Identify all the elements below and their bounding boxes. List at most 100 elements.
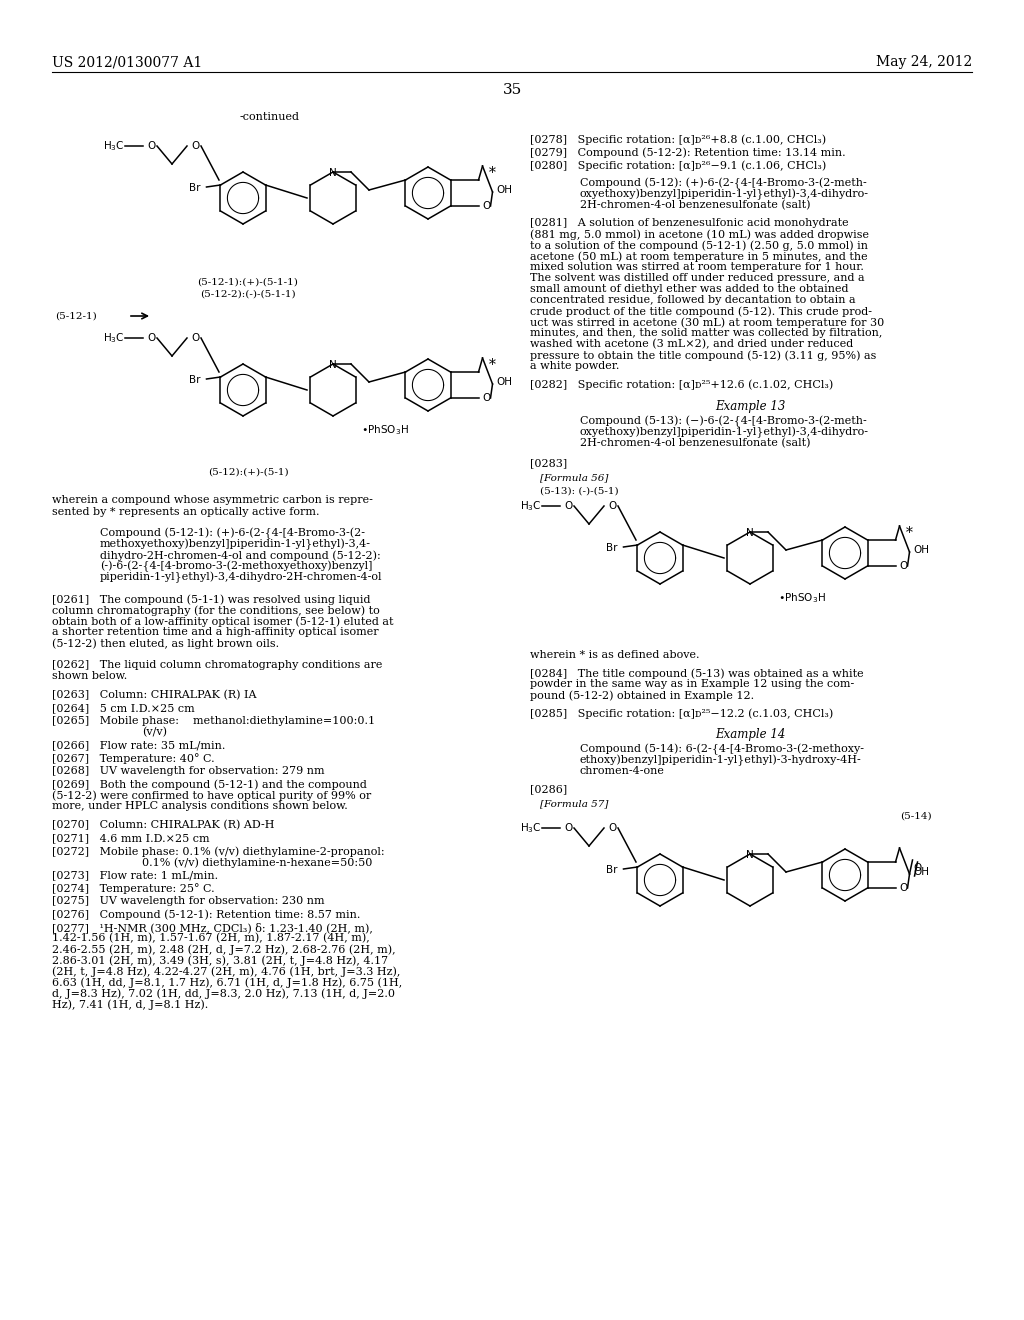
Text: O: O [191,141,200,150]
Text: [0261]   The compound (5-1-1) was resolved using liquid: [0261] The compound (5-1-1) was resolved… [52,594,371,605]
Text: (5-12-1): (5-12-1) [55,312,96,321]
Text: (881 mg, 5.0 mmol) in acetone (10 mL) was added dropwise: (881 mg, 5.0 mmol) in acetone (10 mL) wa… [530,228,869,239]
Text: Compound (5-12-1): (+)-6-(2-{4-[4-Bromo-3-(2-: Compound (5-12-1): (+)-6-(2-{4-[4-Bromo-… [100,528,365,540]
Text: shown below.: shown below. [52,671,127,681]
Text: [0272]   Mobile phase: 0.1% (v/v) diethylamine-2-propanol:: [0272] Mobile phase: 0.1% (v/v) diethyla… [52,846,385,857]
Text: pressure to obtain the title compound (5-12) (3.11 g, 95%) as: pressure to obtain the title compound (5… [530,350,877,360]
Text: Br: Br [189,183,201,193]
Text: O: O [564,822,572,833]
Text: *: * [905,525,912,540]
Text: Br: Br [606,543,617,553]
Text: [Formula 56]: [Formula 56] [540,473,608,482]
Text: (2H, t, J=4.8 Hz), 4.22-4.27 (2H, m), 4.76 (1H, brt, J=3.3 Hz),: (2H, t, J=4.8 Hz), 4.22-4.27 (2H, m), 4.… [52,966,400,977]
Text: [0277]   ¹H-NMR (300 MHz, CDCl₃) δ: 1.23-1.40 (2H, m),: [0277] ¹H-NMR (300 MHz, CDCl₃) δ: 1.23-1… [52,921,373,933]
Text: wherein a compound whose asymmetric carbon is repre-: wherein a compound whose asymmetric carb… [52,495,373,506]
Text: (5-12):(+)-(5-1): (5-12):(+)-(5-1) [208,469,289,477]
Text: Hz), 7.41 (1H, d, J=8.1 Hz).: Hz), 7.41 (1H, d, J=8.1 Hz). [52,999,208,1010]
Text: (5-12-1):(+)-(5-1-1): (5-12-1):(+)-(5-1-1) [198,279,298,286]
Text: [0278]   Specific rotation: [α]ᴅ²⁶+8.8 (c.1.00, CHCl₃): [0278] Specific rotation: [α]ᴅ²⁶+8.8 (c.… [530,135,826,145]
Text: 35: 35 [503,83,521,96]
Text: OH: OH [913,545,930,554]
Text: Compound (5-13): (−)-6-(2-{4-[4-Bromo-3-(2-meth-: Compound (5-13): (−)-6-(2-{4-[4-Bromo-3-… [580,416,866,428]
Text: to a solution of the compound (5-12-1) (2.50 g, 5.0 mmol) in: to a solution of the compound (5-12-1) (… [530,240,868,251]
Text: oxyethoxy)benzyl]piperidin-1-yl}ethyl)-3,4-dihydro-: oxyethoxy)benzyl]piperidin-1-yl}ethyl)-3… [580,189,869,201]
Text: OH: OH [497,185,513,195]
Text: [0276]   Compound (5-12-1): Retention time: 8.57 min.: [0276] Compound (5-12-1): Retention time… [52,909,360,920]
Text: [0264]   5 cm I.D.×25 cm: [0264] 5 cm I.D.×25 cm [52,704,195,713]
Text: d, J=8.3 Hz), 7.02 (1H, dd, J=8.3, 2.0 Hz), 7.13 (1H, d, J=2.0: d, J=8.3 Hz), 7.02 (1H, dd, J=8.3, 2.0 H… [52,987,395,998]
Text: O: O [564,502,572,511]
Text: Compound (5-14): 6-(2-{4-[4-Bromo-3-(2-methoxy-: Compound (5-14): 6-(2-{4-[4-Bromo-3-(2-m… [580,744,864,755]
Text: (5-13): (-)-(5-1): (5-13): (-)-(5-1) [540,487,618,496]
Text: (5-14): (5-14) [900,812,932,821]
Text: 2.86-3.01 (2H, m), 3.49 (3H, s), 3.81 (2H, t, J=4.8 Hz), 4.17: 2.86-3.01 (2H, m), 3.49 (3H, s), 3.81 (2… [52,954,388,965]
Text: a white powder.: a white powder. [530,360,620,371]
Text: O: O [147,333,156,343]
Text: *: * [488,166,496,180]
Text: O: O [913,863,922,873]
Text: O: O [147,141,156,150]
Text: The solvent was distilled off under reduced pressure, and a: The solvent was distilled off under redu… [530,273,864,282]
Text: [0271]   4.6 mm I.D.×25 cm: [0271] 4.6 mm I.D.×25 cm [52,833,210,843]
Text: washed with acetone (3 mL×2), and dried under reduced: washed with acetone (3 mL×2), and dried … [530,339,853,350]
Text: [0275]   UV wavelength for observation: 230 nm: [0275] UV wavelength for observation: 23… [52,896,325,906]
Text: May 24, 2012: May 24, 2012 [876,55,972,69]
Text: [0262]   The liquid column chromatography conditions are: [0262] The liquid column chromatography … [52,660,382,671]
Text: ethoxy)benzyl]piperidin-1-yl}ethyl)-3-hydroxy-4H-: ethoxy)benzyl]piperidin-1-yl}ethyl)-3-hy… [580,755,862,767]
Text: US 2012/0130077 A1: US 2012/0130077 A1 [52,55,203,69]
Text: methoxyethoxy)benzyl]piperidin-1-yl}ethyl)-3,4-: methoxyethoxy)benzyl]piperidin-1-yl}ethy… [100,539,371,550]
Text: [0283]: [0283] [530,458,567,469]
Text: chromen-4-one: chromen-4-one [580,766,665,776]
Text: 2H-chromen-4-ol benzenesulfonate (salt): 2H-chromen-4-ol benzenesulfonate (salt) [580,438,811,449]
Text: Example 13: Example 13 [715,400,785,413]
Text: (5-12-2) then eluted, as light brown oils.: (5-12-2) then eluted, as light brown oil… [52,638,280,648]
Text: sented by * represents an optically active form.: sented by * represents an optically acti… [52,507,319,517]
Text: [0267]   Temperature: 40° C.: [0267] Temperature: 40° C. [52,752,215,764]
Text: O: O [899,883,907,894]
Text: minutes, and then, the solid matter was collected by filtration,: minutes, and then, the solid matter was … [530,327,883,338]
Text: obtain both of a low-affinity optical isomer (5-12-1) eluted at: obtain both of a low-affinity optical is… [52,616,393,627]
Text: 1.42-1.56 (1H, m), 1.57-1.67 (2H, m), 1.87-2.17 (4H, m),: 1.42-1.56 (1H, m), 1.57-1.67 (2H, m), 1.… [52,933,370,944]
Text: O: O [608,502,616,511]
Text: [0263]   Column: CHIRALPAK (R) IA: [0263] Column: CHIRALPAK (R) IA [52,690,256,701]
Text: Example 14: Example 14 [715,729,785,741]
Text: column chromatography (for the conditions, see below) to: column chromatography (for the condition… [52,605,380,615]
Text: H$_3$C: H$_3$C [103,139,125,153]
Text: $\bullet$PhSO$_3$H: $\bullet$PhSO$_3$H [778,591,825,605]
Text: [0265]   Mobile phase:    methanol:diethylamine=100:0.1: [0265] Mobile phase: methanol:diethylami… [52,715,375,726]
Text: (5-12-2) were confirmed to have optical purity of 99% or: (5-12-2) were confirmed to have optical … [52,789,372,800]
Text: (5-12-2):(-)-(5-1-1): (5-12-2):(-)-(5-1-1) [200,290,296,300]
Text: [0285]   Specific rotation: [α]ᴅ²⁵−12.2 (c.1.03, CHCl₃): [0285] Specific rotation: [α]ᴅ²⁵−12.2 (c… [530,708,834,718]
Text: piperidin-1-yl}ethyl)-3,4-dihydro-2H-chromen-4-ol: piperidin-1-yl}ethyl)-3,4-dihydro-2H-chr… [100,572,383,583]
Text: H$_3$C: H$_3$C [520,499,542,513]
Text: [0268]   UV wavelength for observation: 279 nm: [0268] UV wavelength for observation: 27… [52,766,325,776]
Text: [0280]   Specific rotation: [α]ᴅ²⁶−9.1 (c.1.06, CHCl₃): [0280] Specific rotation: [α]ᴅ²⁶−9.1 (c.… [530,160,826,170]
Text: N: N [746,850,754,861]
Text: N: N [329,360,337,370]
Text: mixed solution was stirred at room temperature for 1 hour.: mixed solution was stirred at room tempe… [530,261,864,272]
Text: OH: OH [913,867,930,876]
Text: [0286]: [0286] [530,784,567,795]
Text: [0274]   Temperature: 25° C.: [0274] Temperature: 25° C. [52,883,215,894]
Text: O: O [482,393,490,403]
Text: 0.1% (v/v) diethylamine-n-hexane=50:50: 0.1% (v/v) diethylamine-n-hexane=50:50 [142,857,373,867]
Text: [0266]   Flow rate: 35 mL/min.: [0266] Flow rate: 35 mL/min. [52,741,225,750]
Text: (-)-6-(2-{4-[4-bromo-3-(2-methoxyethoxy)benzyl]: (-)-6-(2-{4-[4-bromo-3-(2-methoxyethoxy)… [100,561,373,573]
Text: *: * [488,358,496,372]
Text: OH: OH [497,378,513,387]
Text: O: O [899,561,907,572]
Text: acetone (50 mL) at room temperature in 5 minutes, and the: acetone (50 mL) at room temperature in 5… [530,251,867,261]
Text: O: O [191,333,200,343]
Text: a shorter retention time and a high-affinity optical isomer: a shorter retention time and a high-affi… [52,627,379,638]
Text: [0270]   Column: CHIRALPAK (R) AD-H: [0270] Column: CHIRALPAK (R) AD-H [52,820,274,830]
Text: O: O [482,201,490,211]
Text: Br: Br [189,375,201,385]
Text: pound (5-12-2) obtained in Example 12.: pound (5-12-2) obtained in Example 12. [530,690,754,701]
Text: H$_3$C: H$_3$C [103,331,125,345]
Text: 2H-chromen-4-ol benzenesulfonate (salt): 2H-chromen-4-ol benzenesulfonate (salt) [580,201,811,210]
Text: N: N [746,528,754,539]
Text: Br: Br [606,865,617,875]
Text: -continued: -continued [240,112,300,121]
Text: [0279]   Compound (5-12-2): Retention time: 13.14 min.: [0279] Compound (5-12-2): Retention time… [530,147,846,157]
Text: [Formula 57]: [Formula 57] [540,799,608,808]
